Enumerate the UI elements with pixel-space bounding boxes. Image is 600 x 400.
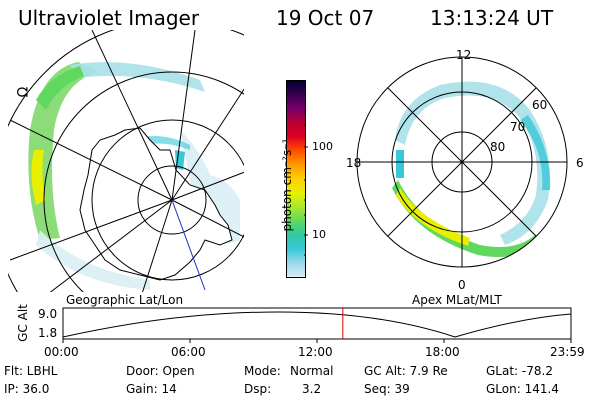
filter-field: Flt: LBHL — [4, 364, 58, 378]
right-panel-caption: Apex MLat/MLT — [412, 293, 502, 307]
altitude-ytick-max: 9.0 — [38, 307, 58, 321]
altitude-ylabel: GC Alt — [15, 304, 30, 342]
mlt-label-6: 6 — [576, 156, 584, 170]
mode-label: Mode: — [244, 364, 281, 378]
mode-value: Normal — [290, 364, 334, 378]
mlt-label-18: 18 — [346, 156, 362, 170]
gain-field: Gain: 14 — [126, 382, 177, 396]
gc-alt-field: GC Alt: 7.9 Re — [364, 364, 448, 378]
glat-field: GLat: -78.2 — [486, 364, 553, 378]
title: Ultraviolet Imager — [18, 6, 200, 30]
altitude-xtick-1: 06:00 — [171, 345, 206, 359]
lat-label-70: 70 — [510, 120, 526, 134]
altitude-ytick-min: 1.8 — [38, 326, 58, 340]
door-field: Door: Open — [126, 364, 195, 378]
glon-field: GLon: 141.4 — [486, 382, 559, 396]
continent-outline — [79, 127, 233, 281]
altitude-xtick-4: 23:59 — [550, 345, 585, 359]
time: 13:13:24 UT — [430, 6, 554, 30]
altitude-xtick-3: 18:00 — [425, 345, 460, 359]
dsp-label: Dsp: — [244, 382, 272, 396]
lat-label-80: 80 — [490, 140, 506, 154]
ip-field: IP: 36.0 — [4, 382, 50, 396]
seq-field: Seq: 39 — [364, 382, 410, 396]
altitude-curve — [62, 311, 572, 338]
left-panel-caption: Geographic Lat/Lon — [66, 293, 184, 307]
dsp-value: 3.2 — [302, 382, 322, 396]
colorbar-tick-10: 10 — [312, 228, 326, 241]
altitude-xtick-0: 00:00 — [44, 345, 79, 359]
colorbar — [286, 80, 306, 278]
mlt-label-0: 0 — [458, 278, 466, 292]
lat-label-60: 60 — [532, 98, 548, 112]
altitude-xtick-2: 12:00 — [298, 345, 333, 359]
colorbar-tick-100: 100 — [312, 140, 333, 153]
date: 19 Oct 07 — [276, 6, 375, 30]
mlt-label-12: 12 — [456, 48, 472, 62]
